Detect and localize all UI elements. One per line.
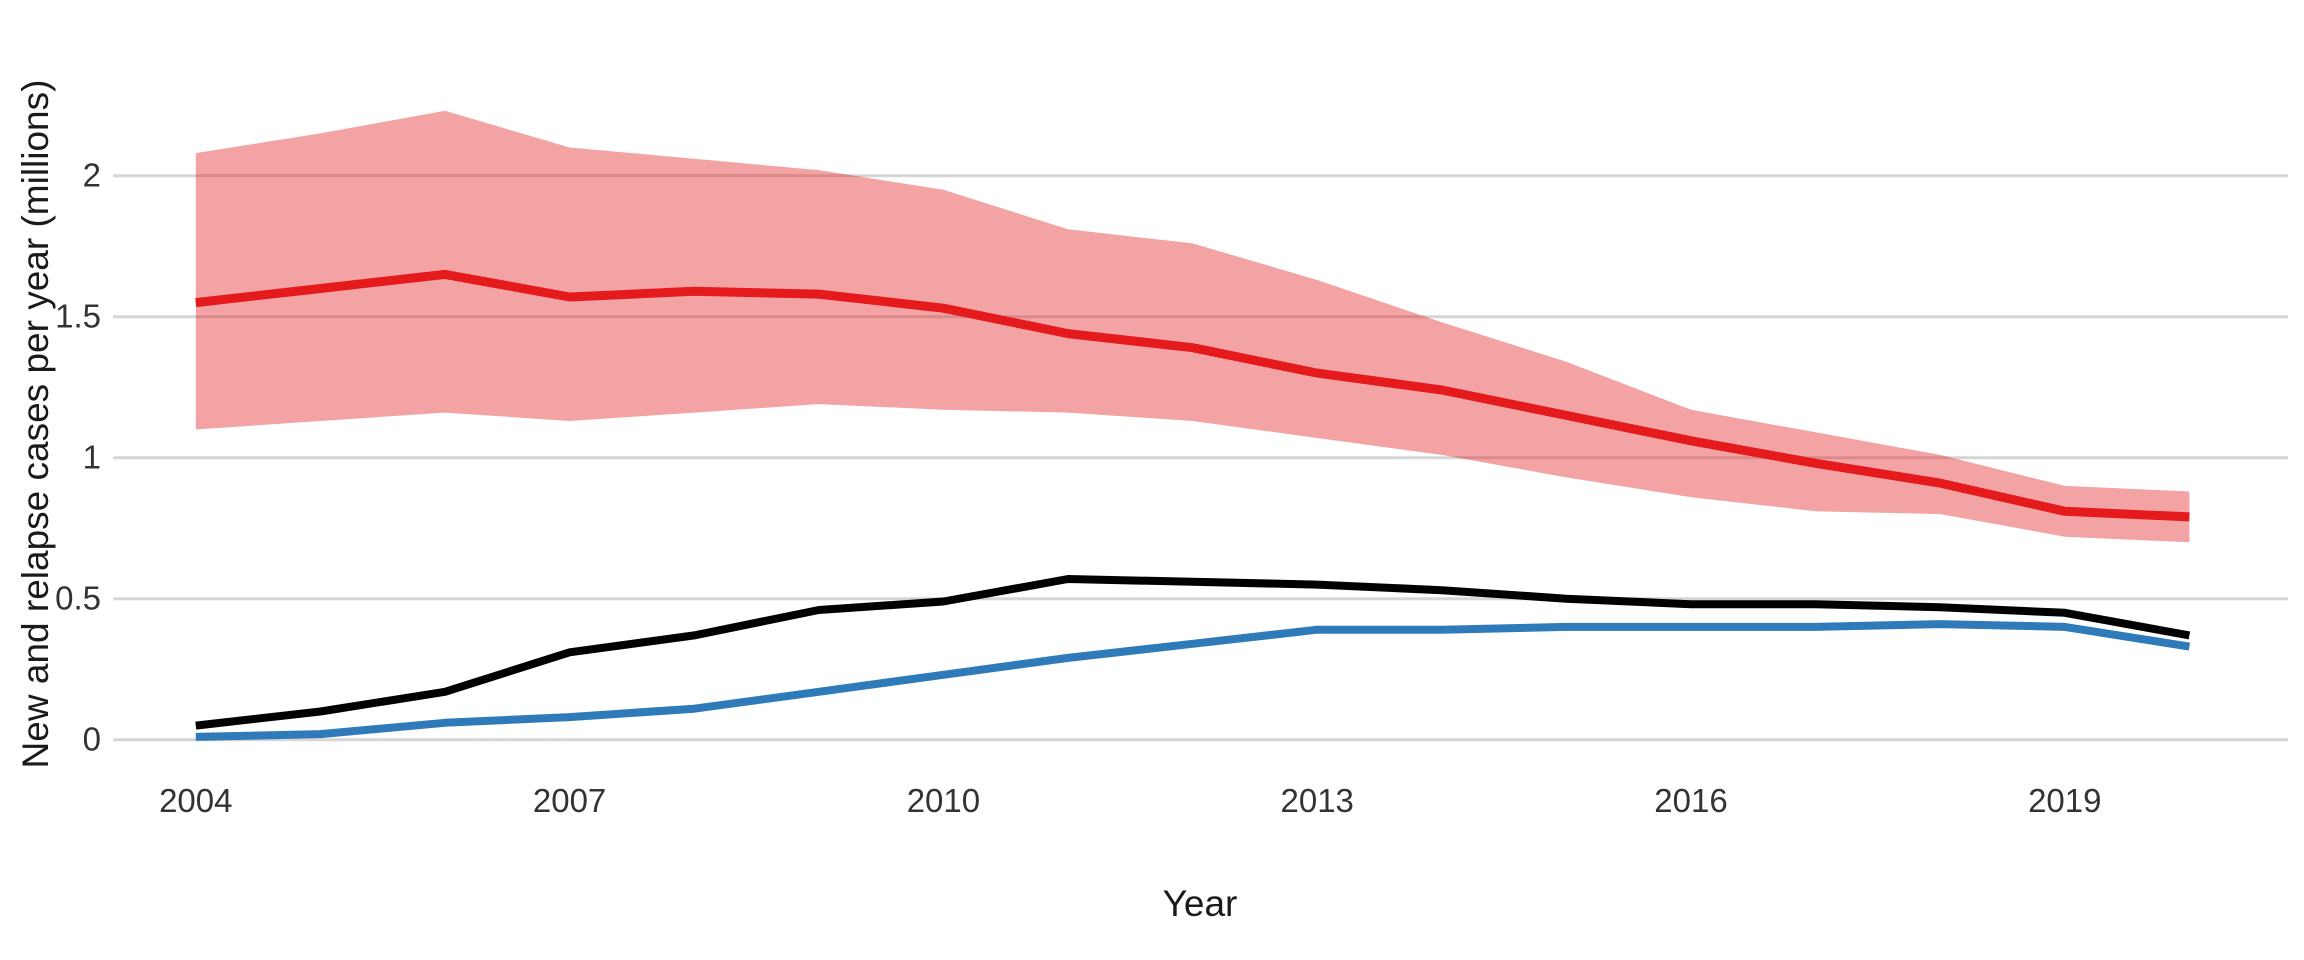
y-tick-label-0: 0 bbox=[83, 721, 101, 758]
x-tick-label-2019: 2019 bbox=[2028, 782, 2101, 819]
y-tick-label-1.5: 1.5 bbox=[55, 298, 101, 335]
y-tick-label-1: 1 bbox=[83, 439, 101, 476]
black-line bbox=[195, 575, 2191, 730]
y-tick-label-0.5: 0.5 bbox=[55, 580, 101, 617]
gridlines bbox=[113, 174, 2288, 742]
x-tick-label-2016: 2016 bbox=[1654, 782, 1727, 819]
x-tick-label-2010: 2010 bbox=[907, 782, 980, 819]
x-axis-title: Year bbox=[1163, 883, 1238, 924]
y-tick-label-2: 2 bbox=[83, 157, 101, 194]
y-axis-title: New and relapse cases per year (millions… bbox=[15, 80, 56, 769]
uncertainty-band-layer bbox=[195, 110, 2190, 543]
x-tick-label-2004: 2004 bbox=[159, 782, 232, 819]
x-tick-label-2013: 2013 bbox=[1280, 782, 1353, 819]
tick-labels: 2004 2007 2010 2013 2016 2019 0 0.5 1 1.5 2 bbox=[55, 157, 2101, 819]
blue-line bbox=[195, 620, 2191, 741]
x-tick-label-2007: 2007 bbox=[533, 782, 606, 819]
red-line bbox=[195, 269, 2190, 522]
series-layer bbox=[195, 269, 2191, 741]
red-uncertainty-band bbox=[195, 110, 2190, 543]
